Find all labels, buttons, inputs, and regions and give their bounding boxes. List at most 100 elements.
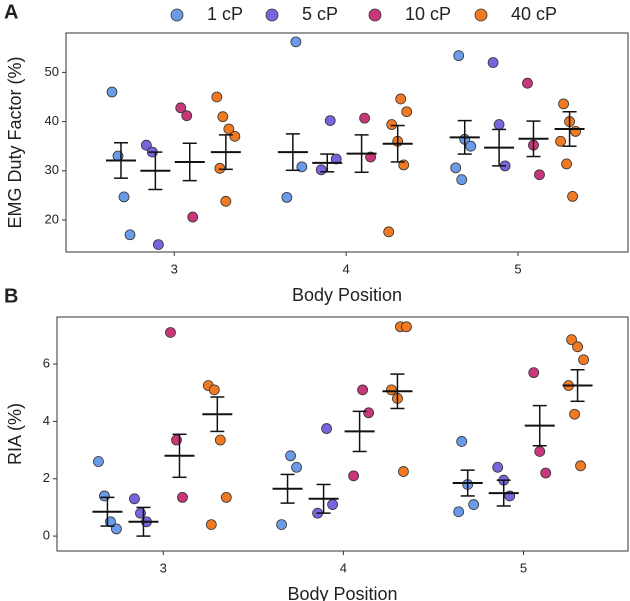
data-point [540,467,552,479]
data-point [211,91,223,103]
data-point [220,195,232,207]
data-point [569,408,580,420]
legend-label: 10 cP [405,4,451,24]
data-point [276,519,287,531]
data-point [522,77,533,89]
data-point [327,499,338,510]
data-point [223,123,235,135]
data-point [567,190,578,202]
data-point [401,106,413,118]
data-point [555,135,566,147]
data-point [330,153,342,165]
data-point [348,470,360,482]
data-point [140,139,152,151]
y-tick-label: 2 [43,470,50,485]
data-point [296,161,308,173]
data-point [229,130,241,142]
data-point [493,119,505,130]
data-point [208,384,220,396]
plot-frame [65,32,629,253]
data-point [453,50,465,62]
data-point [395,93,407,105]
legend-swatch [474,8,488,22]
panel-label: A [4,1,18,23]
data-point [285,450,296,462]
y-tick-label: 6 [43,355,50,370]
data-point [359,112,371,124]
y-axis-label: EMG Duty Factor (%) [5,56,25,228]
y-tick-label: 20 [45,211,59,226]
data-point [456,436,468,447]
panel-label: B [4,285,18,307]
legend-swatch [265,8,279,22]
data-point [456,174,468,186]
data-point [357,384,369,396]
data-point [281,191,293,203]
data-point [386,384,397,396]
data-point [315,164,327,176]
legend-label: 5 cP [302,4,338,24]
x-axis-label: Body Position [287,584,397,601]
data-point [321,423,332,434]
data-point [566,334,577,346]
data-point [383,226,395,238]
data-point [558,98,569,110]
plot-frame [56,316,629,552]
data-point [450,162,462,174]
data-point [118,191,130,203]
y-tick-label: 40 [45,113,59,128]
data-point [534,446,546,457]
data-point [386,119,398,130]
data-point [465,140,477,152]
y-tick-label: 4 [43,413,50,428]
data-point [291,461,302,473]
data-point [106,86,118,98]
data-point [205,519,217,531]
x-tick-label: 4 [340,560,347,575]
data-point [468,499,480,510]
data-point [578,354,589,366]
data-point [398,466,409,477]
data-point [487,57,499,68]
x-tick-label: 4 [343,261,350,276]
data-point [324,115,336,126]
data-point [363,407,375,419]
data-point [572,341,583,353]
data-point [492,461,504,473]
legend-label: 1 cP [207,4,243,24]
data-point [453,506,465,518]
data-point [187,211,199,223]
data-point [165,327,176,338]
data-point [220,491,232,503]
data-point [217,111,229,123]
y-tick-label: 30 [45,162,59,177]
data-point [561,158,572,170]
x-tick-label: 3 [160,560,167,575]
y-tick-label: 50 [45,64,59,79]
x-tick-label: 5 [514,261,521,276]
y-axis-label: RIA (%) [5,403,25,465]
legend-label: 40 cP [511,4,557,24]
x-tick-label: 5 [520,560,527,575]
data-point [152,239,164,251]
data-point [93,456,104,467]
data-point [570,126,581,137]
data-point [177,491,188,503]
x-axis-label: Body Position [292,285,402,305]
data-point [534,169,545,181]
data-point [214,434,226,446]
data-point [575,460,586,472]
legend-swatch [170,8,184,22]
legend-swatch [368,8,382,22]
data-point [181,110,193,122]
data-point [214,162,226,174]
x-tick-label: 3 [171,261,178,276]
data-point [528,367,540,379]
data-point [129,493,140,505]
data-point [401,321,412,333]
y-tick-label: 0 [43,528,50,543]
data-point [124,229,136,241]
data-point [290,36,302,48]
data-point [175,102,187,114]
